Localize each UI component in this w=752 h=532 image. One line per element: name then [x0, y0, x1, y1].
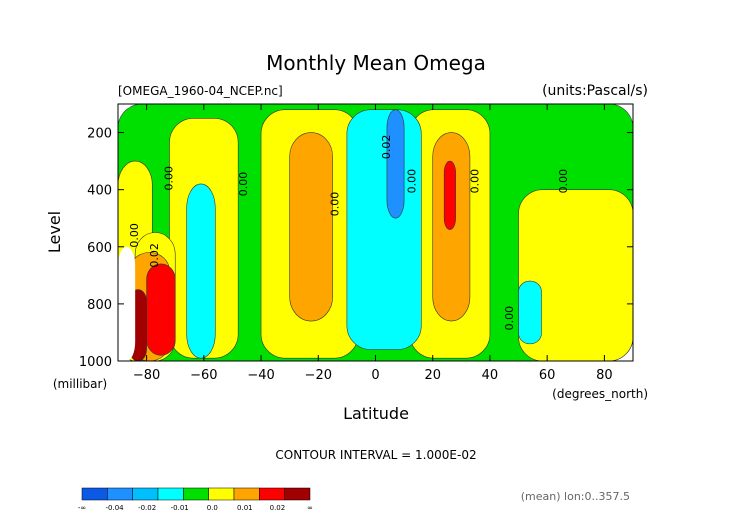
units-label: (units:Pascal/s) [542, 83, 648, 99]
x-tick-label: 80 [596, 368, 613, 383]
legend-swatch [132, 487, 159, 501]
contour-label: 0.02 [380, 135, 393, 160]
legend-swatch [81, 487, 108, 501]
y-tick-label: 400 [87, 184, 112, 199]
contour-band [118, 246, 136, 361]
contour-label: 0.00 [503, 306, 516, 331]
x-axis: −80 −60 −40 −20 0 20 40 60 80 [133, 104, 613, 383]
contour-band [443, 160, 456, 230]
legend-label: 0.01 [237, 504, 253, 512]
y-axis-units: (millibar) [53, 377, 107, 391]
contour-band [186, 183, 216, 359]
legend-label: 0.0 [207, 504, 218, 512]
contour-label: 0.00 [469, 169, 482, 194]
legend-label: -∞ [78, 504, 86, 512]
contour-band [289, 132, 333, 322]
legend-swatch [208, 487, 235, 501]
contour-interval: CONTOUR INTERVAL = 1.000E-02 [275, 448, 476, 462]
x-axis-units: (degrees_north) [552, 387, 648, 401]
legend-swatch [259, 487, 285, 501]
contour-label: 0.00 [162, 166, 175, 191]
footnote: (mean) lon:0..357.5 [521, 490, 630, 503]
x-tick-label: −80 [133, 368, 160, 383]
legend-swatch [157, 487, 184, 501]
legend-swatch [183, 487, 209, 501]
legend-swatch [107, 487, 133, 501]
color-legend: -∞ -0.04 -0.02 -0.01 0.0 0.01 0.02 ∞ [78, 487, 313, 512]
contour-label: 0.02 [148, 243, 161, 268]
y-tick-label: 800 [87, 298, 112, 313]
x-tick-label: −40 [247, 368, 274, 383]
contour-band [386, 109, 405, 219]
legend-swatch [233, 487, 260, 501]
y-tick-label: 600 [87, 241, 112, 256]
legend-swatch [284, 487, 311, 501]
legend-label: -0.01 [171, 504, 189, 512]
contour-band [146, 263, 176, 356]
legend-label: -0.02 [138, 504, 156, 512]
x-axis-title: Latitude [343, 404, 409, 423]
legend-label: 0.02 [270, 504, 286, 512]
x-tick-label: −20 [305, 368, 332, 383]
x-tick-label: 0 [371, 368, 379, 383]
contour-label: 0.00 [128, 223, 141, 248]
x-tick-label: −60 [190, 368, 217, 383]
legend-label: ∞ [307, 504, 313, 512]
contour-label: 0.00 [237, 172, 250, 197]
x-tick-label: 20 [424, 368, 441, 383]
x-tick-label: 60 [539, 368, 556, 383]
contour-labels: 0.00 0.02 0.00 0.00 0.00 0.02 0.00 0.00 0.00 0.00 [128, 135, 570, 331]
y-tick-label: 200 [87, 127, 112, 142]
x-tick-label: 40 [482, 368, 499, 383]
contour-label: 0.00 [328, 192, 341, 217]
contour-label: 0.00 [406, 169, 419, 194]
file-label: [OMEGA_1960-04_NCEP.nc] [118, 84, 283, 98]
contour-band [518, 280, 542, 345]
plot-area [117, 103, 634, 362]
legend-label: -0.04 [106, 504, 125, 512]
contour-label: 0.00 [557, 169, 570, 194]
y-axis: 1000 800 600 400 200 [79, 127, 633, 370]
chart-title: Monthly Mean Omega [266, 51, 486, 75]
y-tick-label: 1000 [79, 355, 112, 370]
y-axis-title: Level [45, 211, 64, 253]
